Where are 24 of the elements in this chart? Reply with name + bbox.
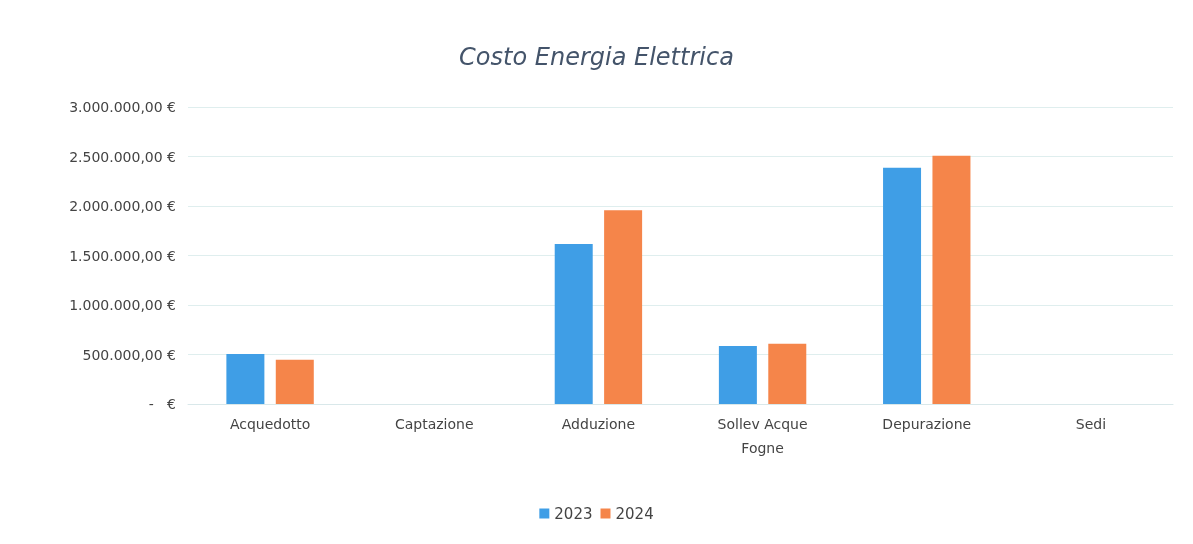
bar	[932, 155, 971, 404]
x-tick-label: Depurazione	[882, 416, 972, 432]
y-tick-label: - €	[144, 396, 176, 412]
y-tick-label: 2.000.000,00 €	[69, 198, 176, 214]
y-tick-label: 1.500.000,00 €	[69, 247, 176, 264]
legend-label: 2023	[554, 504, 593, 523]
y-tick-label: 2.500.000,00 €	[69, 148, 176, 165]
x-tick-label: Sollev Acque Fogne	[717, 416, 808, 456]
x-tick-label: Adduzione	[561, 416, 636, 432]
y-tick-label: 3.000.000,00 €	[69, 99, 176, 115]
bar	[275, 359, 314, 404]
bar	[883, 167, 922, 404]
x-tick-label: Acquedotto	[229, 416, 311, 432]
bar	[604, 210, 643, 404]
bar	[226, 354, 265, 404]
x-tick-label: Sedi	[1075, 416, 1107, 432]
x-tick-label: Captazione	[394, 416, 474, 432]
legend-label: 2024	[615, 504, 654, 523]
y-tick-label: 1.000.000,00 €	[69, 297, 176, 313]
bar	[768, 343, 807, 404]
chart-title: Costo Energia Elettrica	[459, 43, 734, 71]
bar	[718, 345, 757, 404]
bar	[554, 244, 593, 404]
y-tick-label: 500.000,00 €	[82, 346, 176, 363]
